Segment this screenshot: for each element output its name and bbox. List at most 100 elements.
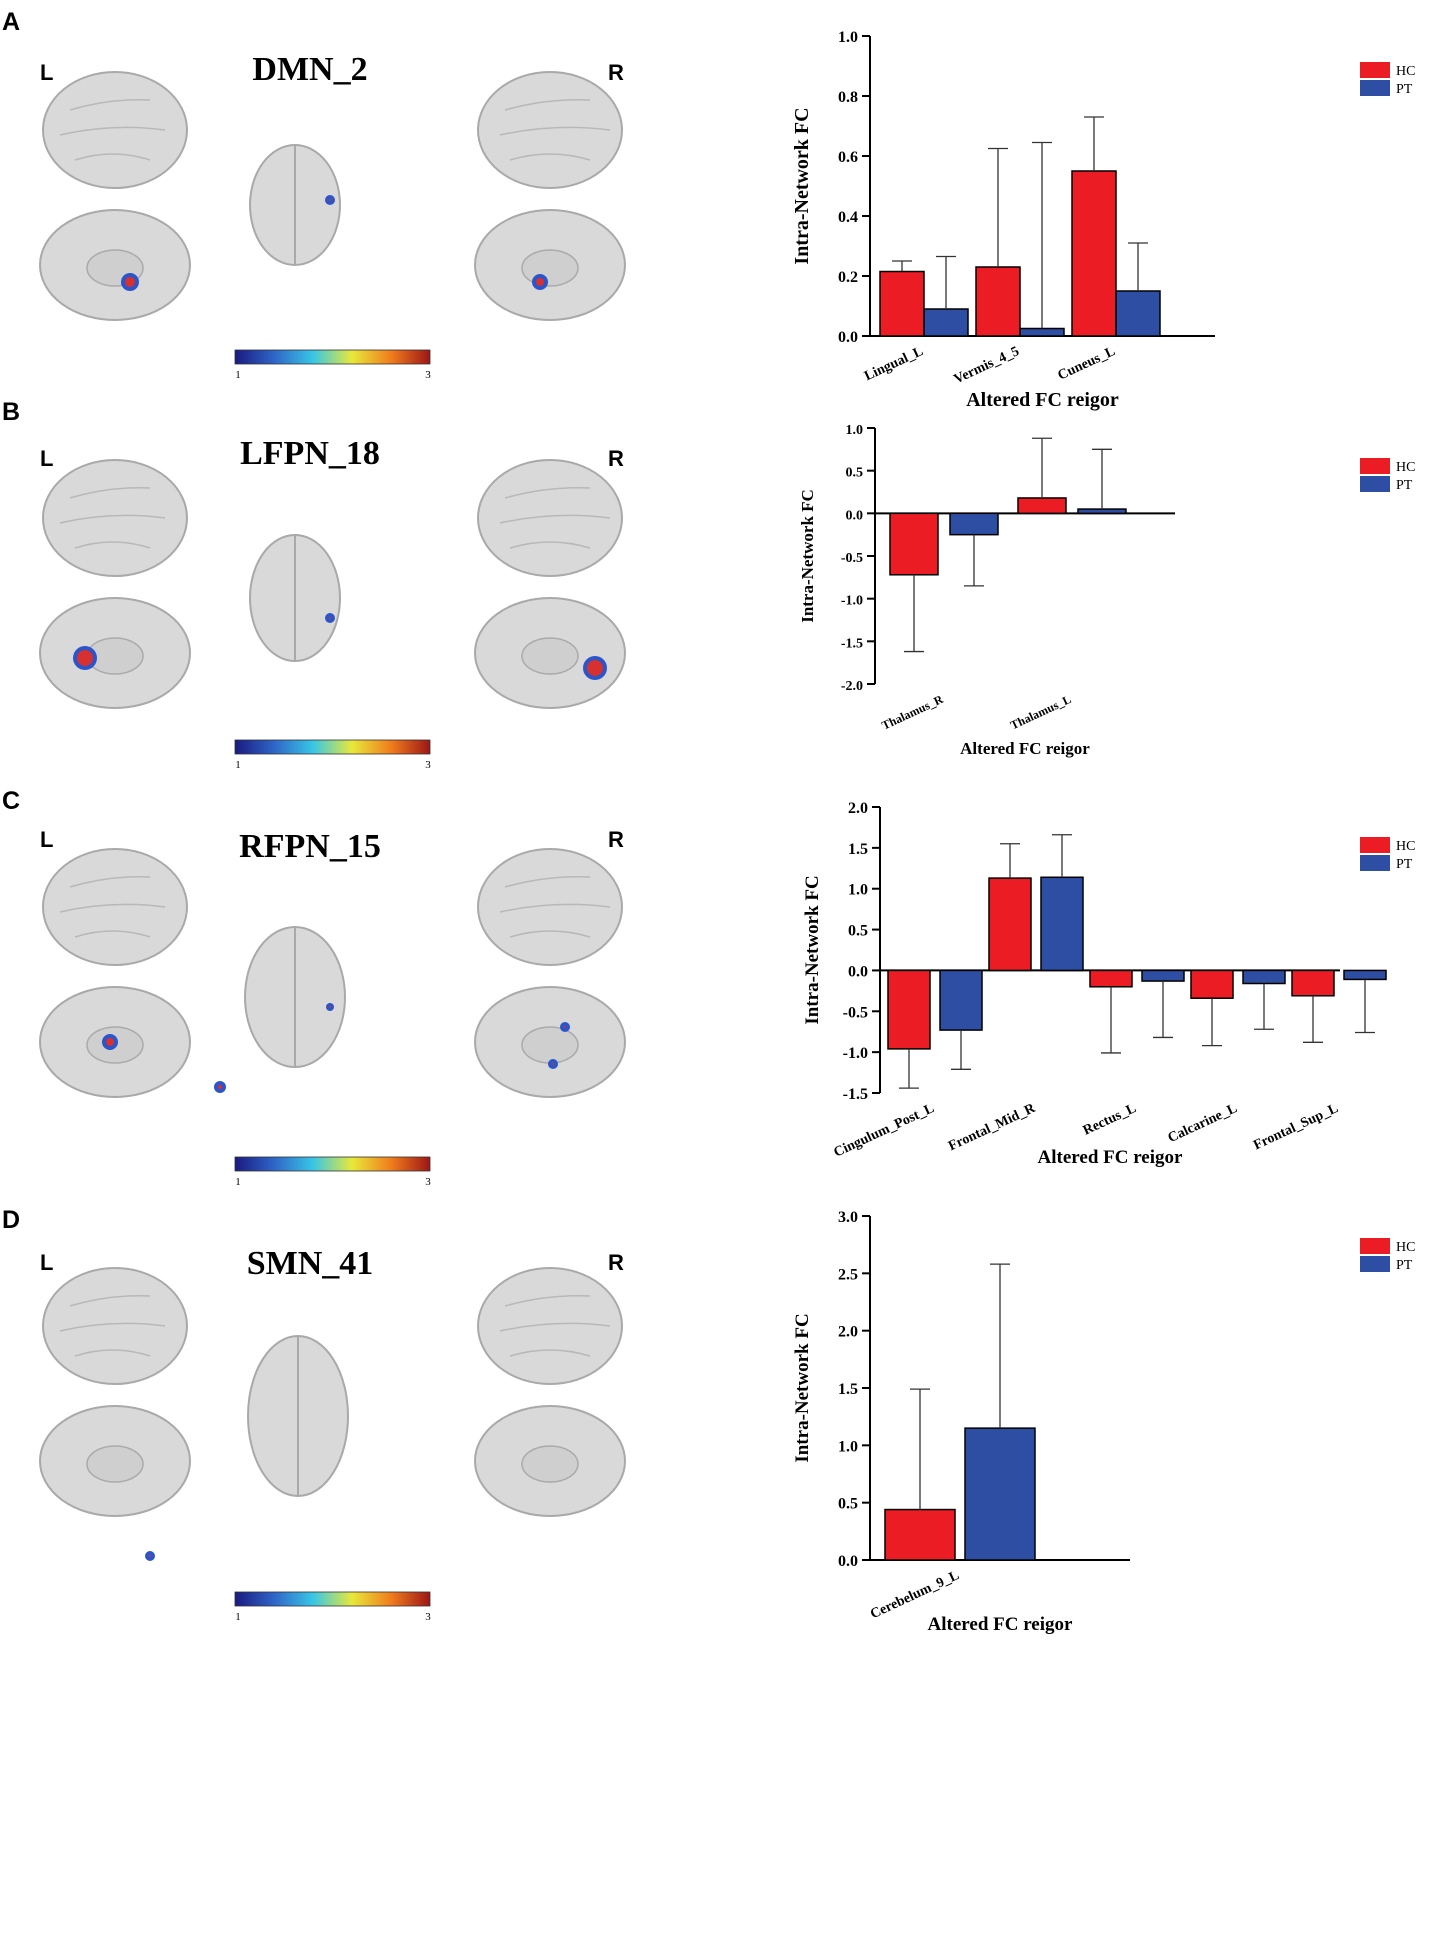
activation-blob-core	[329, 1006, 331, 1008]
y-tick-label: 0.2	[838, 269, 858, 286]
y-tick-label: 0.6	[838, 149, 858, 166]
bar-chart: -1.5 -1.0 -0.5 0.0 0.5 1.0 1.5 2.0 Intra-Network…	[802, 800, 1415, 1168]
brain-medial-structure	[521, 1445, 579, 1483]
x-tick-label: Cingulum_Post_L	[832, 1101, 937, 1161]
bar-hc	[988, 877, 1032, 972]
brain-left-lateral	[42, 71, 188, 189]
brain-gyrus	[499, 126, 611, 136]
brain-right-lateral	[477, 1267, 623, 1385]
x-axis-label: Altered FC reigor	[928, 1614, 1073, 1635]
hemisphere-label-right: R	[608, 446, 624, 471]
panel-letter: B	[2, 398, 21, 426]
bar-pt	[1242, 969, 1286, 985]
brain-gyrus	[69, 98, 151, 111]
activation-blob-core	[536, 278, 544, 286]
colorbar-min-label: 1	[235, 1611, 241, 1623]
brain-right-lateral	[477, 459, 623, 577]
x-tick-label: Lingual_L	[862, 344, 925, 384]
y-tick-label: 0.0	[848, 963, 868, 980]
y-tick-label: 0.0	[838, 1553, 858, 1570]
panel-c: C RFPN_15 L R 1 3 -1.5 -1.0 -0.5 0.0 0.5 1.0 1.5 2.…	[0, 777, 1453, 1207]
brain-left-lateral	[42, 459, 188, 577]
y-tick-label: 1.0	[838, 29, 858, 46]
bar-pt	[1040, 876, 1084, 972]
activation-blob-core	[587, 660, 603, 676]
activation-blob-core	[329, 617, 331, 619]
brain-medial-structure	[521, 637, 579, 675]
panel-b: B LFPN_18 L R 1 3 -2.0 -1.5 -1.0 -0.5 0.0 0.5 1.0 I…	[0, 388, 1453, 778]
brain-gyrus	[59, 514, 166, 524]
network-title: DMN_2	[252, 51, 367, 88]
bar-chart: 0.0 0.2 0.4 0.6 0.8 1.0 Intra-Network FC Lingua…	[791, 29, 1415, 411]
y-tick-label: -2.0	[841, 679, 863, 694]
y-tick-label: 2.0	[838, 1324, 858, 1341]
bar-hc	[1089, 969, 1133, 988]
brain-right-lateral	[477, 848, 623, 966]
bar-hc	[884, 1508, 956, 1561]
colorbar-min-label: 1	[235, 759, 241, 771]
hemisphere-label-right: R	[608, 1250, 624, 1275]
legend-label-pt: PT	[1396, 82, 1413, 97]
panel-d: D SMN_41 L R 1 3 0.0 0.5 1.0 1.5 2.0 2.5 3.0 Intra-…	[0, 1196, 1453, 1957]
brain-gyrus	[509, 541, 591, 549]
legend-swatch-hc	[1360, 1238, 1390, 1254]
colorbar	[234, 739, 431, 755]
bar-hc	[1291, 969, 1335, 997]
brain-gyrus	[69, 1294, 151, 1307]
activation-blob-core	[77, 650, 93, 666]
brain-gyrus	[69, 486, 151, 499]
brain-right-lateral	[477, 71, 623, 189]
legend-label-pt: PT	[1396, 1258, 1413, 1273]
legend-swatch-hc	[1360, 62, 1390, 78]
brain-gyrus	[74, 930, 151, 938]
y-tick-label: -0.5	[843, 1004, 868, 1021]
hemisphere-label-left: L	[40, 827, 53, 852]
bar-hc	[975, 266, 1021, 337]
bar-pt	[1343, 969, 1387, 981]
legend-swatch-hc	[1360, 458, 1390, 474]
panel-letter: C	[2, 787, 21, 815]
x-tick-label: Thalamus_L	[1008, 692, 1073, 732]
bar-hc	[1071, 170, 1117, 337]
brain-gyrus	[59, 126, 166, 136]
legend-label-hc: HC	[1396, 1240, 1415, 1255]
brain-gyrus	[69, 875, 151, 888]
hemisphere-label-left: L	[40, 60, 53, 85]
x-axis-label: Altered FC reigor	[966, 389, 1119, 411]
bar-pt	[1077, 508, 1127, 515]
legend-label-hc: HC	[1396, 839, 1415, 854]
brain-gyrus	[509, 1349, 591, 1357]
brain-gyrus	[509, 153, 591, 161]
x-tick-label: Vermis_4_5	[952, 344, 1022, 387]
y-tick-label: -1.0	[841, 594, 863, 609]
bar-pt	[949, 512, 999, 536]
legend-swatch-pt	[1360, 80, 1390, 96]
network-title: RFPN_15	[239, 828, 381, 865]
hemisphere-label-right: R	[608, 827, 624, 852]
y-tick-label: -0.5	[841, 551, 863, 566]
colorbar-max-label: 3	[425, 1611, 431, 1623]
colorbar	[234, 1156, 431, 1172]
bar-pt	[1019, 327, 1065, 337]
brain-gyrus	[59, 1322, 166, 1332]
y-tick-label: 0.0	[838, 329, 858, 346]
legend-swatch-pt	[1360, 1256, 1390, 1272]
activation-blob-core	[329, 199, 331, 201]
brain-gyrus	[504, 98, 591, 111]
activation-blob-core	[552, 1063, 554, 1065]
panel-letter: A	[2, 8, 21, 36]
x-tick-label: Rectus_L	[1081, 1101, 1139, 1139]
y-axis-label: Intra-Network FC	[792, 1313, 813, 1462]
bar-pt	[964, 1427, 1036, 1561]
colorbar	[234, 349, 431, 365]
y-tick-label: -1.0	[843, 1045, 868, 1062]
y-tick-label: -1.5	[841, 636, 863, 651]
legend-label-pt: PT	[1396, 478, 1413, 493]
colorbar	[234, 1591, 431, 1607]
brain-gyrus	[74, 541, 151, 549]
y-axis-label: Intra-Network FC	[802, 875, 823, 1024]
y-tick-label: 0.4	[838, 209, 858, 226]
y-axis-label: Intra-Network FC	[798, 489, 817, 623]
brain-gyrus	[504, 875, 591, 888]
colorbar-max-label: 3	[425, 1176, 431, 1188]
